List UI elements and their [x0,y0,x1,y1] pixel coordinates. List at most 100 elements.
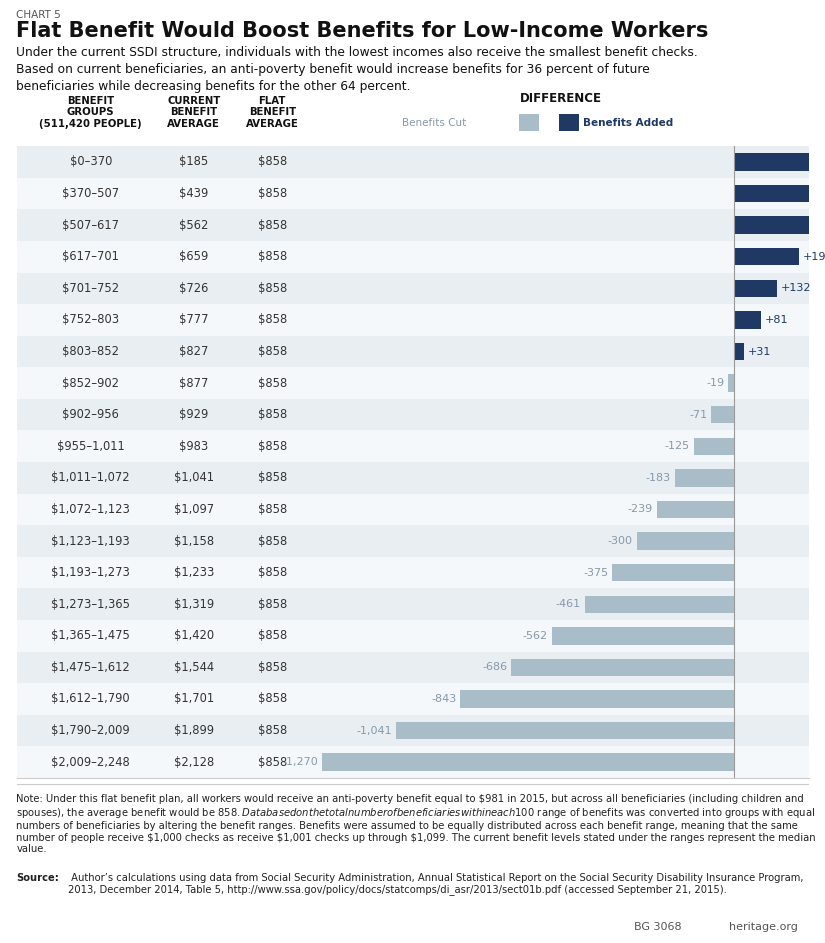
Bar [16,715,314,747]
Text: -183: -183 [646,472,671,483]
Bar [314,652,808,683]
Text: $1,193–1,273: $1,193–1,273 [51,566,130,579]
Bar [314,462,808,494]
Bar [16,620,314,652]
Bar [16,273,314,304]
Bar [314,715,808,747]
Text: $955–1,011: $955–1,011 [57,439,125,453]
Text: Under the current SSDI structure, individuals with the lowest incomes also recei: Under the current SSDI structure, indivi… [16,45,698,92]
Bar [16,177,314,209]
Text: -562: -562 [523,631,548,641]
Bar [314,620,808,652]
Text: FLAT
BENEFIT
AVERAGE: FLAT BENEFIT AVERAGE [246,96,299,129]
Text: -375: -375 [583,568,609,578]
Text: $1,365–1,475: $1,365–1,475 [51,629,130,642]
Text: $858: $858 [257,408,287,422]
Text: Benefits Added: Benefits Added [582,118,673,128]
Text: $1,072–1,123: $1,072–1,123 [51,503,130,516]
Bar [314,336,808,368]
Bar [314,683,808,715]
Bar [694,438,734,455]
Text: $726: $726 [179,282,209,295]
Bar [16,747,314,778]
Text: $507–617: $507–617 [62,219,120,232]
Bar [16,209,314,240]
Text: $562: $562 [179,219,209,232]
Text: $858: $858 [257,724,287,737]
Bar [16,430,314,462]
Text: $659: $659 [179,250,209,263]
Bar [16,494,314,525]
Text: $858: $858 [257,472,287,485]
Bar [734,248,799,265]
Text: Note: Under this flat benefit plan, all workers would receive an anti-poverty be: Note: Under this flat benefit plan, all … [16,794,816,854]
Text: $1,233: $1,233 [174,566,214,579]
Bar [16,367,314,399]
Text: $858: $858 [257,282,287,295]
Text: $858: $858 [257,156,287,169]
Text: $858: $858 [257,376,287,389]
Bar [520,114,540,131]
Text: $929: $929 [179,408,209,422]
Bar [734,185,825,202]
Bar [657,501,734,518]
Text: Source:: Source: [16,873,59,883]
Text: CHART 5: CHART 5 [16,10,61,20]
Bar [460,690,734,707]
Bar [314,525,808,556]
Text: $1,273–1,365: $1,273–1,365 [51,598,130,611]
Text: -1,270: -1,270 [282,757,318,768]
Bar [512,659,734,676]
Text: $858: $858 [257,219,287,232]
Bar [314,747,808,778]
Text: $2,128: $2,128 [174,755,214,769]
Bar [314,494,808,525]
Bar [396,722,734,739]
Bar [16,399,314,430]
Bar [612,564,734,581]
Text: -843: -843 [431,694,456,704]
Text: $858: $858 [257,598,287,611]
Text: heritage.org: heritage.org [729,922,798,932]
Text: $752–803: $752–803 [62,313,120,326]
Text: -125: -125 [665,441,690,452]
Text: $2,009–2,248: $2,009–2,248 [51,755,130,769]
Bar [16,556,314,588]
Text: $0–370: $0–370 [69,156,112,169]
Text: $858: $858 [257,692,287,705]
Text: $858: $858 [257,250,287,263]
Bar [16,304,314,336]
Bar [559,114,579,131]
Text: $858: $858 [257,439,287,453]
Text: $1,041: $1,041 [174,472,214,485]
Text: $1,097: $1,097 [174,503,214,516]
Text: $858: $858 [257,566,287,579]
Bar [637,533,734,550]
Text: $777: $777 [179,313,209,326]
Text: $1,701: $1,701 [174,692,214,705]
Text: $1,319: $1,319 [174,598,214,611]
Bar [314,177,808,209]
Text: -71: -71 [689,409,707,420]
Text: $701–752: $701–752 [62,282,120,295]
Bar [16,240,314,273]
Text: BENEFIT
GROUPS
(511,420 PEOPLE): BENEFIT GROUPS (511,420 PEOPLE) [40,96,142,129]
Text: $1,475–1,612: $1,475–1,612 [51,661,130,674]
Bar [314,146,808,177]
Bar [734,311,761,328]
Bar [734,154,825,171]
Bar [322,753,734,770]
Text: $1,420: $1,420 [174,629,214,642]
Text: $1,544: $1,544 [174,661,214,674]
Bar [728,374,734,391]
Text: $370–507: $370–507 [62,187,120,200]
Text: $858: $858 [257,661,287,674]
Text: +31: +31 [748,346,771,356]
Text: $852–902: $852–902 [62,376,120,389]
Bar [675,470,734,487]
Bar [314,588,808,620]
Text: -461: -461 [555,599,581,609]
Text: -300: -300 [608,536,633,546]
Text: $983: $983 [179,439,209,453]
Bar [16,652,314,683]
